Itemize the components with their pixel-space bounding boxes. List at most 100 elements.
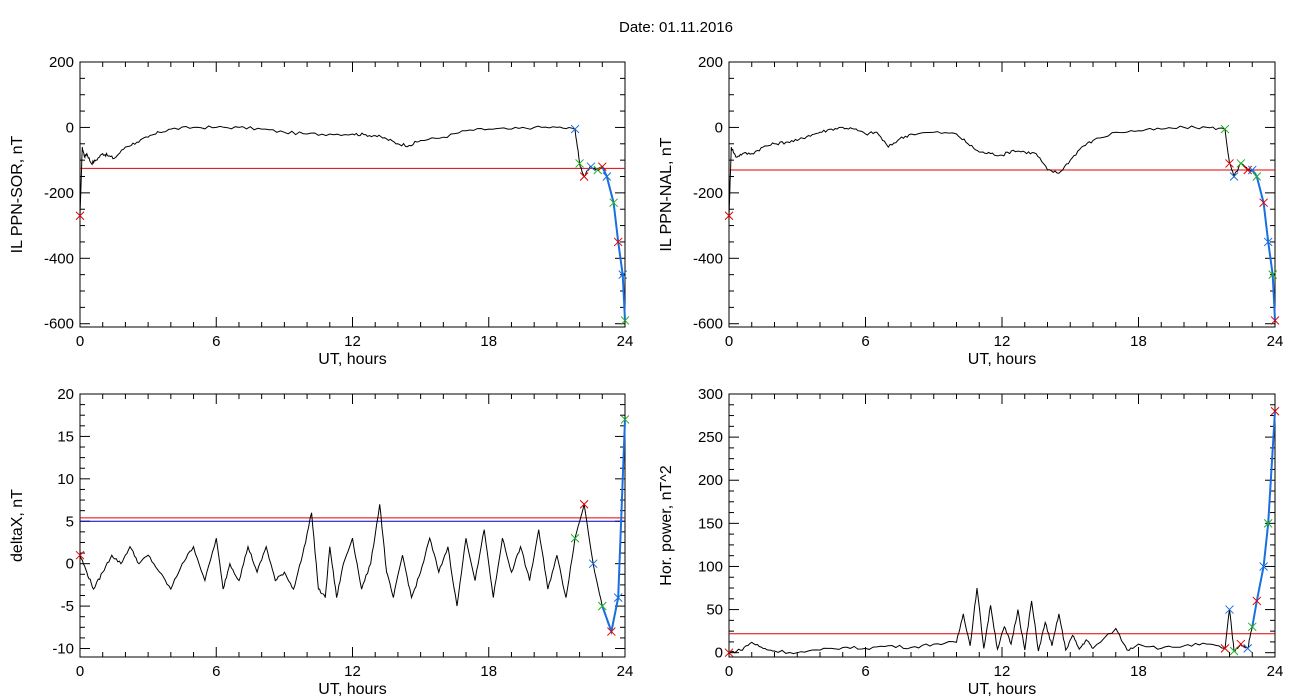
- data-point-marker: [588, 559, 598, 569]
- y-tick-label: 0: [715, 645, 723, 662]
- plot-frame: [79, 393, 626, 658]
- data-series-line: [728, 411, 1276, 655]
- data-point-marker: [602, 172, 612, 181]
- y-tick-label: 15: [57, 428, 74, 445]
- data-point-marker: [1225, 605, 1234, 614]
- y-tick-label: -600: [44, 316, 74, 333]
- highlighted-segment: [1251, 411, 1276, 627]
- y-axis-label: deltaX, nT: [9, 489, 26, 562]
- y-tick-label: 20: [57, 386, 74, 403]
- data-point-marker: [1236, 639, 1246, 649]
- data-point-marker: [75, 550, 85, 560]
- x-tick-label: 6: [861, 663, 869, 680]
- data-point-marker: [1225, 159, 1234, 168]
- x-tick-label: 12: [344, 333, 361, 350]
- x-tick-label: 18: [480, 663, 497, 680]
- data-point-marker: [1270, 406, 1280, 416]
- y-tick-label: 250: [698, 429, 723, 446]
- x-axis-label: UT, hours: [318, 351, 386, 368]
- x-tick-label: 24: [617, 663, 634, 680]
- y-tick-label: 200: [698, 472, 723, 489]
- data-point-marker: [1268, 270, 1278, 280]
- y-tick-label: 10: [57, 471, 74, 488]
- y-tick-label: 50: [706, 602, 723, 619]
- data-point-marker: [586, 162, 596, 172]
- x-tick-label: 12: [994, 333, 1011, 350]
- data-point-marker: [1263, 518, 1273, 528]
- chart-panel-4: 0 6 12 18 24 0 50 100 150 200 250 300 UT, hours Hor. …: [658, 386, 1283, 698]
- data-point-marker: [613, 237, 623, 247]
- data-point-marker: [579, 172, 589, 181]
- figure-title: Date: 01.11.2016: [619, 19, 733, 36]
- x-tick-label: 18: [1130, 663, 1147, 680]
- x-tick-label: 0: [725, 663, 733, 680]
- y-tick-label: 200: [698, 54, 723, 71]
- x-tick-label: 18: [480, 333, 497, 350]
- data-point-marker: [1229, 646, 1239, 656]
- data-point-marker: [1252, 596, 1262, 606]
- x-tick-label: 12: [994, 663, 1011, 680]
- x-tick-label: 6: [212, 663, 220, 680]
- y-tick-label: -10: [52, 641, 74, 658]
- y-tick-label: 0: [66, 119, 74, 136]
- data-series-line: [79, 419, 626, 632]
- x-axis-label: UT, hours: [318, 681, 386, 698]
- y-axis-label: IL PPN-NAL, nT: [658, 137, 675, 251]
- data-point-marker: [570, 533, 580, 543]
- x-tick-label: 12: [344, 663, 361, 680]
- y-tick-label: 100: [698, 558, 723, 575]
- x-axis-label: UT, hours: [968, 681, 1036, 698]
- chart-panel-3: 0 6 12 18 24 -10 -5 0 5 10 15 20 UT, hours deltaX, nT: [9, 386, 633, 698]
- plot-frame: [728, 61, 1276, 328]
- data-point-marker: [724, 648, 734, 658]
- data-point-marker: [618, 270, 628, 280]
- data-point-marker: [724, 211, 734, 221]
- data-point-marker: [1220, 124, 1230, 134]
- chart-panel-1: 0 6 12 18 24 -600 -400 -200 0 200 UT, hours IL PPN-…: [9, 54, 633, 368]
- x-tick-label: 24: [1267, 663, 1284, 680]
- highlighted-segment: [601, 419, 626, 636]
- data-point-marker: [1270, 316, 1280, 325]
- y-tick-label: 200: [49, 54, 74, 71]
- data-series-line: [79, 125, 626, 321]
- y-tick-label: -5: [61, 598, 74, 615]
- x-tick-label: 18: [1130, 333, 1147, 350]
- data-point-marker: [620, 316, 630, 325]
- y-tick-label: -200: [693, 185, 723, 202]
- x-tick-label: 0: [76, 663, 84, 680]
- y-tick-label: 0: [66, 556, 74, 573]
- y-tick-label: -400: [44, 250, 74, 267]
- plot-frame: [79, 61, 626, 328]
- data-point-marker: [597, 601, 607, 611]
- data-point-marker: [593, 165, 603, 175]
- data-point-marker: [1243, 644, 1253, 653]
- y-axis-label: Hor. power, nT^2: [658, 465, 675, 586]
- data-point-marker: [609, 198, 618, 208]
- x-axis-label: UT, hours: [968, 351, 1036, 368]
- data-point-marker: [613, 593, 623, 602]
- y-axis-label: IL PPN-SOR, nT: [9, 135, 26, 253]
- y-tick-label: -600: [693, 316, 723, 333]
- data-point-marker: [570, 124, 580, 134]
- y-tick-label: 300: [698, 386, 723, 403]
- data-point-marker: [1259, 198, 1268, 208]
- x-tick-label: 6: [212, 333, 220, 350]
- x-tick-label: 0: [76, 333, 84, 350]
- data-point-marker: [75, 211, 85, 221]
- data-point-marker: [579, 499, 589, 509]
- data-point-marker: [1247, 622, 1257, 632]
- data-point-marker: [1243, 165, 1253, 175]
- highlighted-segment: [601, 166, 626, 321]
- data-point-marker: [1220, 644, 1230, 653]
- plot-frame: [728, 393, 1276, 658]
- data-point-marker: [1259, 562, 1268, 571]
- data-point-marker: [1252, 172, 1262, 181]
- chart-panel-2: 0 6 12 18 24 -600 -400 -200 0 200 UT, hours IL PPN-…: [658, 54, 1283, 368]
- data-series-line: [728, 125, 1276, 321]
- data-point-marker: [1263, 237, 1273, 247]
- data-point-marker: [575, 159, 584, 168]
- data-point-marker: [1247, 165, 1257, 175]
- y-tick-label: 5: [66, 513, 74, 530]
- y-tick-label: 0: [715, 119, 723, 136]
